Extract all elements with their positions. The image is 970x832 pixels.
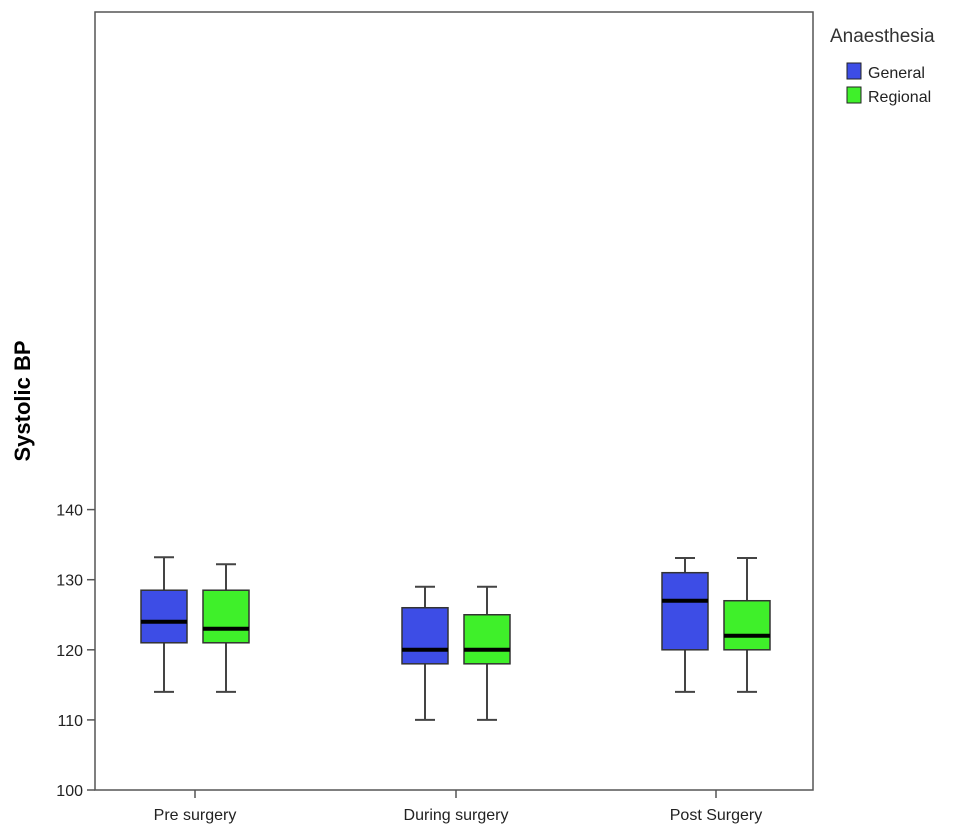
y-tick-label: 120 [56,643,83,660]
legend-label-regional: Regional [868,89,931,106]
y-tick-label: 100 [56,783,83,800]
plot-frame [95,12,813,790]
iqr-box [724,601,770,650]
iqr-box [203,590,249,643]
legend-swatch-regional [847,87,861,103]
x-axis-ticks: Pre surgery During surgery Post Surgery [154,790,763,824]
iqr-box [402,608,448,664]
legend: Anaesthesia General Regional [830,26,935,106]
x-tick-label: Pre surgery [154,807,237,824]
legend-swatch-general [847,63,861,79]
y-tick-label: 130 [56,573,83,590]
iqr-box [662,573,708,650]
legend-label-general: General [868,65,925,82]
y-axis-ticks: 100 110 120 130 140 [56,503,95,800]
y-tick-label: 110 [57,713,83,730]
x-tick-label: During surgery [404,807,509,824]
x-tick-label: Post Surgery [670,807,762,824]
y-axis-title: Systolic BP [10,340,35,461]
y-tick-label: 140 [56,503,83,520]
iqr-box [141,590,187,643]
legend-title: Anaesthesia [830,26,935,47]
iqr-box [464,615,510,664]
boxplot-chart: Systolic BP 100 110 120 130 140 Pre surgery D… [0,0,970,832]
